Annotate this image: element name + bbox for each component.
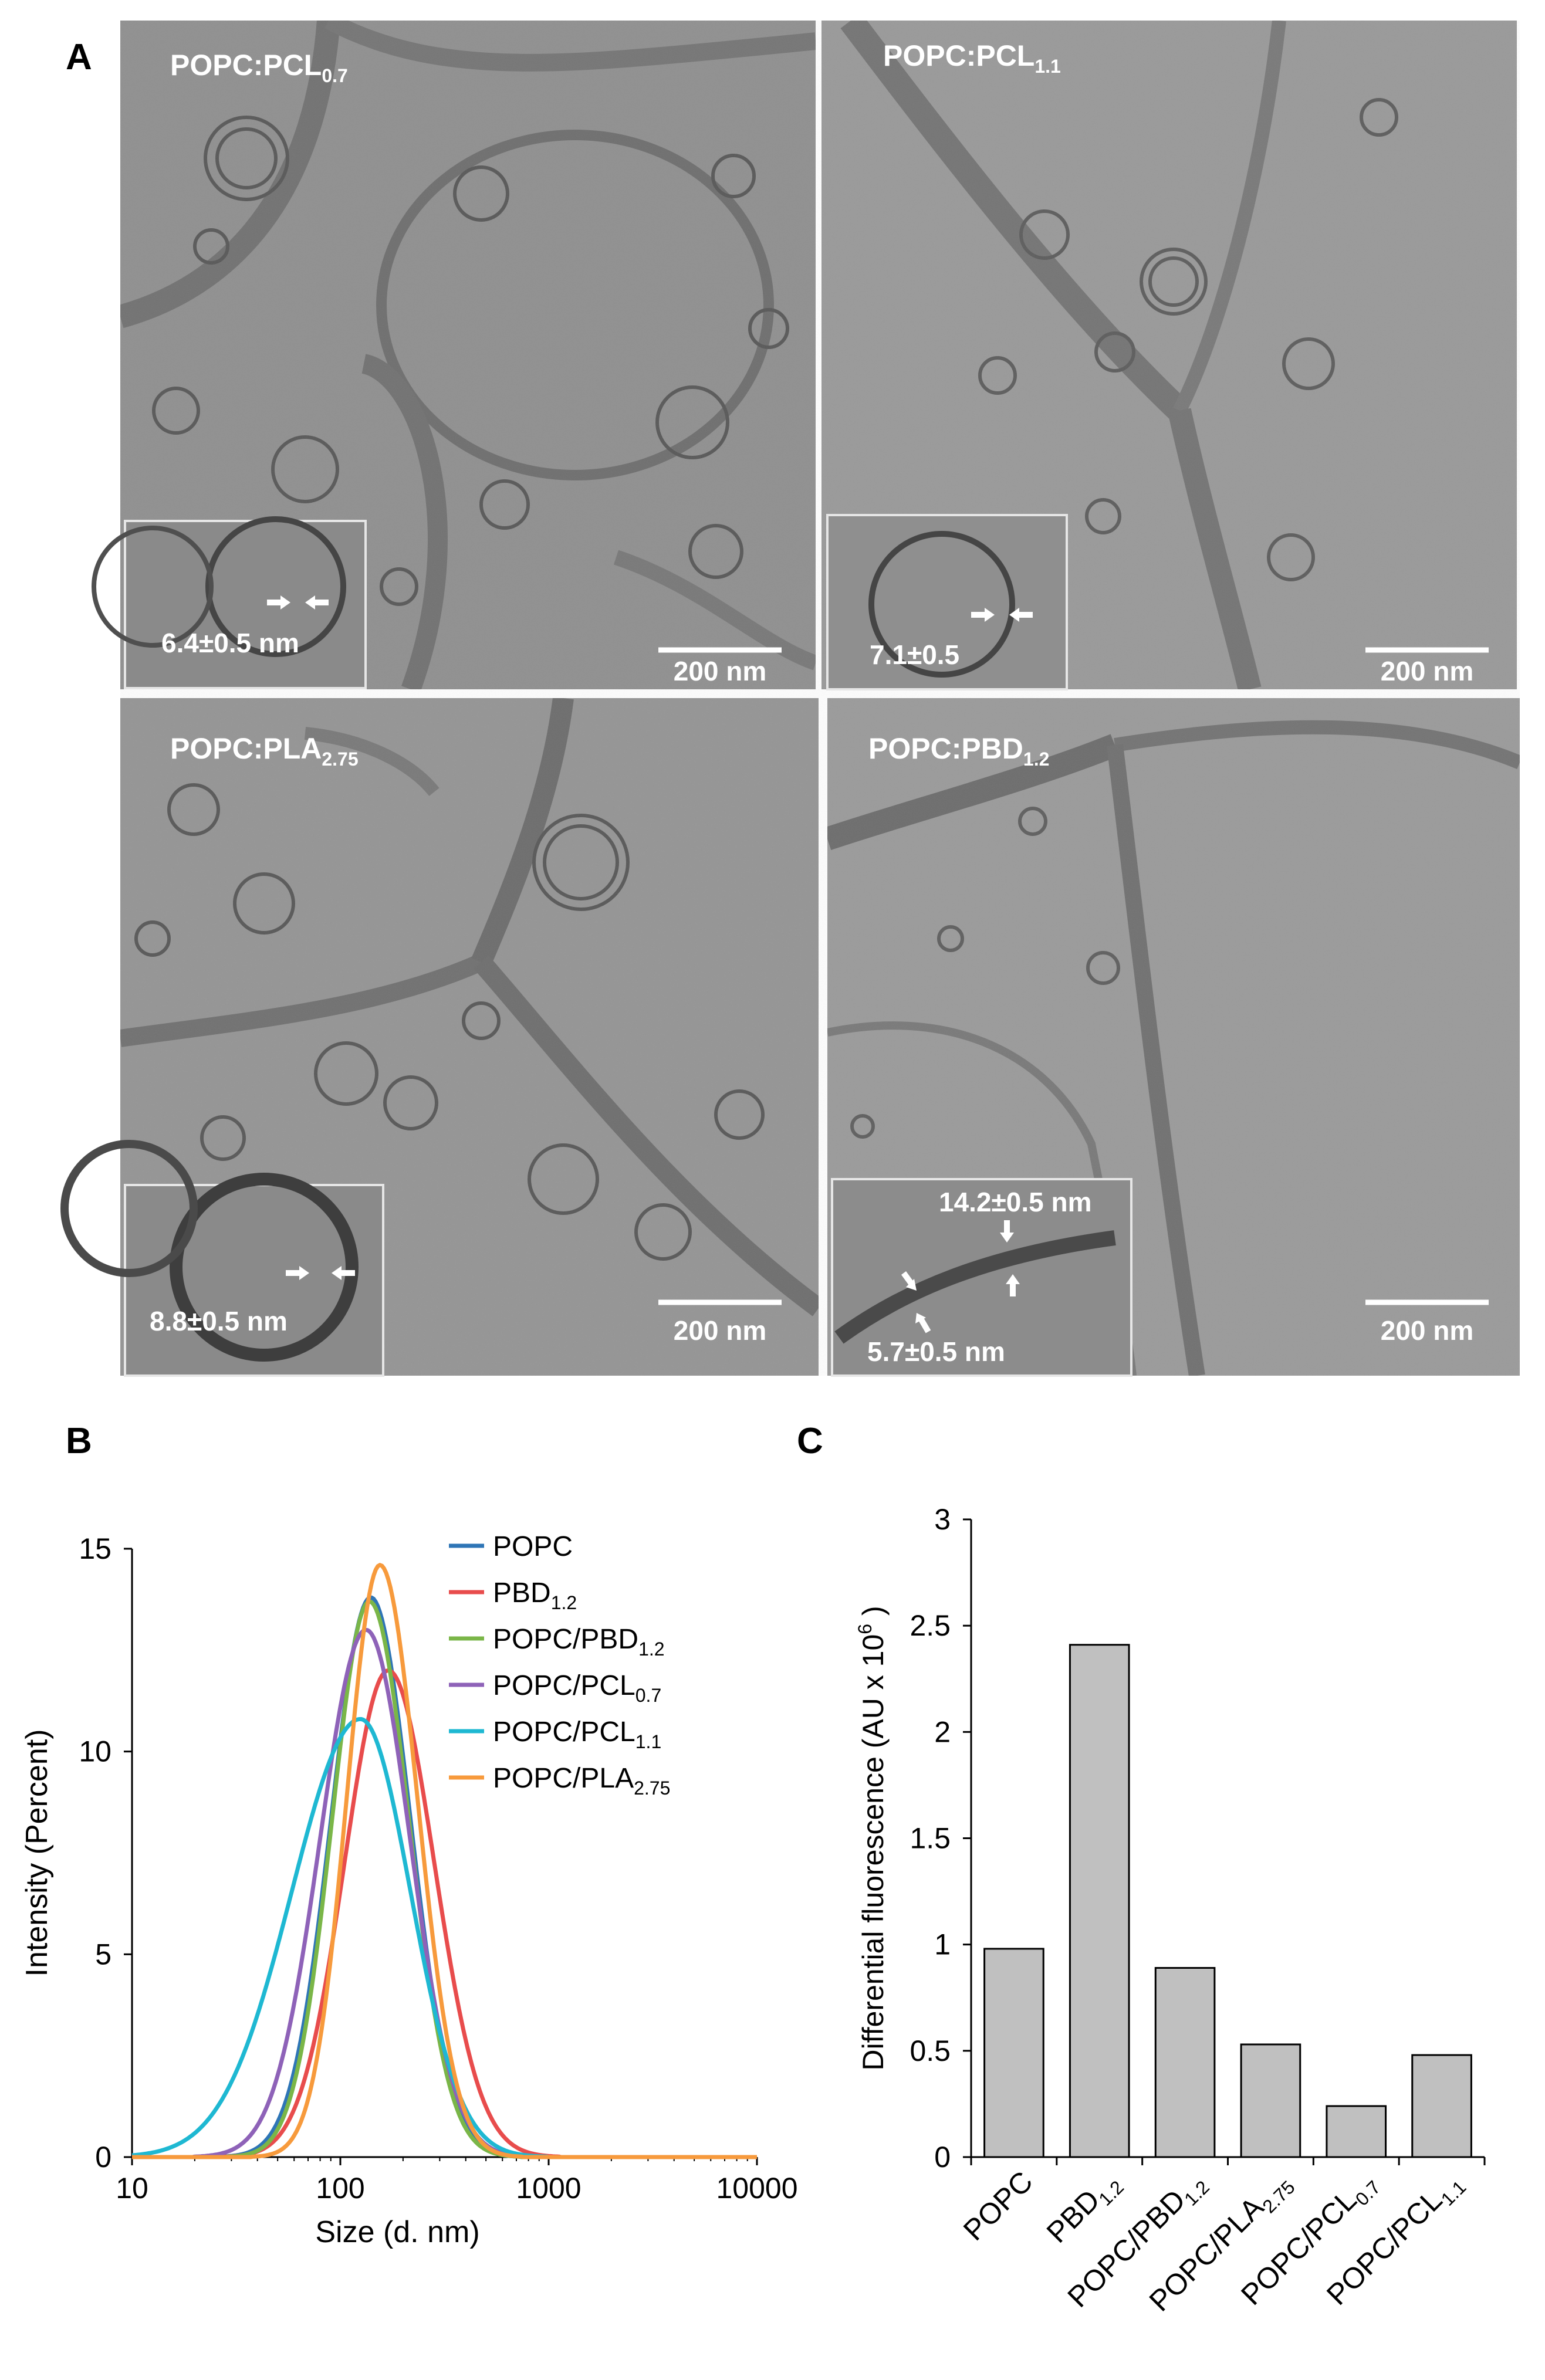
scale-label-pla275: 200 nm xyxy=(674,1315,767,1346)
y-tick-label: 1 xyxy=(934,1928,951,1961)
legend-label-3: POPC/PCL0.7 xyxy=(493,1670,661,1706)
inset-measure-pbd12-b: 5.7±0.5 nm xyxy=(867,1336,1005,1367)
bar-5 xyxy=(1411,2054,1472,2158)
y-tick-label: 1.5 xyxy=(910,1822,951,1855)
bar-2 xyxy=(1154,1967,1216,2158)
legend-label-4: POPC/PCL1.1 xyxy=(493,1717,661,1752)
scale-label-pcl11: 200 nm xyxy=(1381,656,1474,686)
label-pcl11: POPC:PCL1.1 xyxy=(883,39,1061,77)
panel-b-letter: B xyxy=(66,1421,92,1461)
x-tick-label: 1000 xyxy=(516,2172,581,2205)
category-label-main: POPC xyxy=(957,2165,1039,2247)
legend-label-main: POPC/PLA xyxy=(493,1763,634,1794)
image-labels: POPC:PCL0.7 POPC:PCL1.1 POPC:PLA2.75 POP… xyxy=(150,39,1473,1367)
inset-measure-pbd12-a: 14.2±0.5 nm xyxy=(939,1187,1092,1217)
y-tick-label: 2.5 xyxy=(910,1609,951,1642)
legend-label-0: POPC xyxy=(493,1531,573,1562)
scale-bars xyxy=(658,647,1489,1305)
y-tick-label: 0 xyxy=(934,2141,951,2174)
legend-label-main: PBD xyxy=(493,1577,551,1609)
legend-label-sub: 1.2 xyxy=(551,1592,577,1613)
inset-pbd12 xyxy=(831,1178,1132,1377)
inset-arrows xyxy=(267,595,1033,1333)
inset-measure-pla275: 8.8±0.5 nm xyxy=(150,1306,288,1336)
y-tick-label: 0 xyxy=(95,2141,111,2174)
series-line-3 xyxy=(132,1627,757,2159)
legend-label-sub: 0.7 xyxy=(635,1685,661,1706)
inset-measure-pcl11: 7.1±0.5 xyxy=(870,639,959,670)
legend-label-1: PBD1.2 xyxy=(493,1577,577,1613)
legend-label-main: POPC xyxy=(493,1531,573,1562)
legend-label-main: POPC/PCL xyxy=(493,1670,635,1701)
y-tick-label: 2 xyxy=(934,1715,951,1748)
micrograph-grain xyxy=(120,21,1520,1376)
legend-label-sub: 1.2 xyxy=(638,1638,664,1660)
legend-label-sub: 1.1 xyxy=(635,1731,661,1752)
panel-a: A xyxy=(60,21,1520,1377)
bar-3 xyxy=(1240,2043,1301,2158)
legend-label-5: POPC/PLA2.75 xyxy=(493,1763,670,1799)
y-tick-label: 0.5 xyxy=(910,2034,951,2067)
legend-label-2: POPC/PBD1.2 xyxy=(493,1624,665,1660)
inset-pcl11 xyxy=(826,514,1068,690)
legend-label-main: POPC/PCL xyxy=(493,1717,635,1748)
panel-b-chart: 10 100 1000 10000 0 5 10 15 Size (d. nm) Intensit… xyxy=(20,1531,798,2249)
x-tick-label: 100 xyxy=(316,2172,364,2205)
y-tick-label: 3 xyxy=(934,1503,951,1536)
y-axis-title-end: ) xyxy=(857,1606,890,1624)
series-line-1 xyxy=(132,1668,757,2159)
panel-a-letter: A xyxy=(66,37,92,77)
bar-4 xyxy=(1326,2105,1387,2158)
y-tick-label: 10 xyxy=(79,1735,111,1768)
x-tick-label: 10000 xyxy=(716,2172,797,2205)
y-tick-label: 15 xyxy=(79,1532,111,1565)
y-tick-label: 5 xyxy=(95,1938,111,1971)
bar-0 xyxy=(983,1948,1044,2158)
inset-pla275 xyxy=(60,1140,384,1377)
legend-label-main: POPC/PBD xyxy=(493,1624,638,1655)
y-axis-title: Intensity (Percent) xyxy=(20,1729,54,1977)
series-line-5 xyxy=(132,1563,757,2159)
inset-measure-pcl07: 6.4±0.5 nm xyxy=(161,628,299,658)
y-axis-title-main: Differential fluorescence (AU x 10 xyxy=(857,1634,890,2071)
label-pla275: POPC:PLA2.75 xyxy=(170,732,359,770)
panel-c-letter: C xyxy=(797,1421,823,1461)
x-category-label-0: POPC xyxy=(957,2165,1039,2247)
bar-1 xyxy=(1069,1644,1130,2158)
scale-label-pcl07: 200 nm xyxy=(674,656,767,686)
inset-pcl07 xyxy=(92,516,367,689)
y-axis-title: Differential fluorescence (AU x 106 ) xyxy=(854,1606,890,2070)
x-tick-label: 10 xyxy=(116,2172,148,2205)
y-axis-title-sup: 6 xyxy=(854,1624,875,1634)
legend-label-sub: 2.75 xyxy=(634,1778,670,1799)
label-pbd12: POPC:PBD1.2 xyxy=(868,732,1049,770)
x-axis-title: Size (d. nm) xyxy=(315,2215,479,2249)
series-line-2 xyxy=(132,1599,757,2159)
scale-label-pbd12: 200 nm xyxy=(1381,1315,1474,1346)
label-pcl07: POPC:PCL0.7 xyxy=(170,49,348,86)
